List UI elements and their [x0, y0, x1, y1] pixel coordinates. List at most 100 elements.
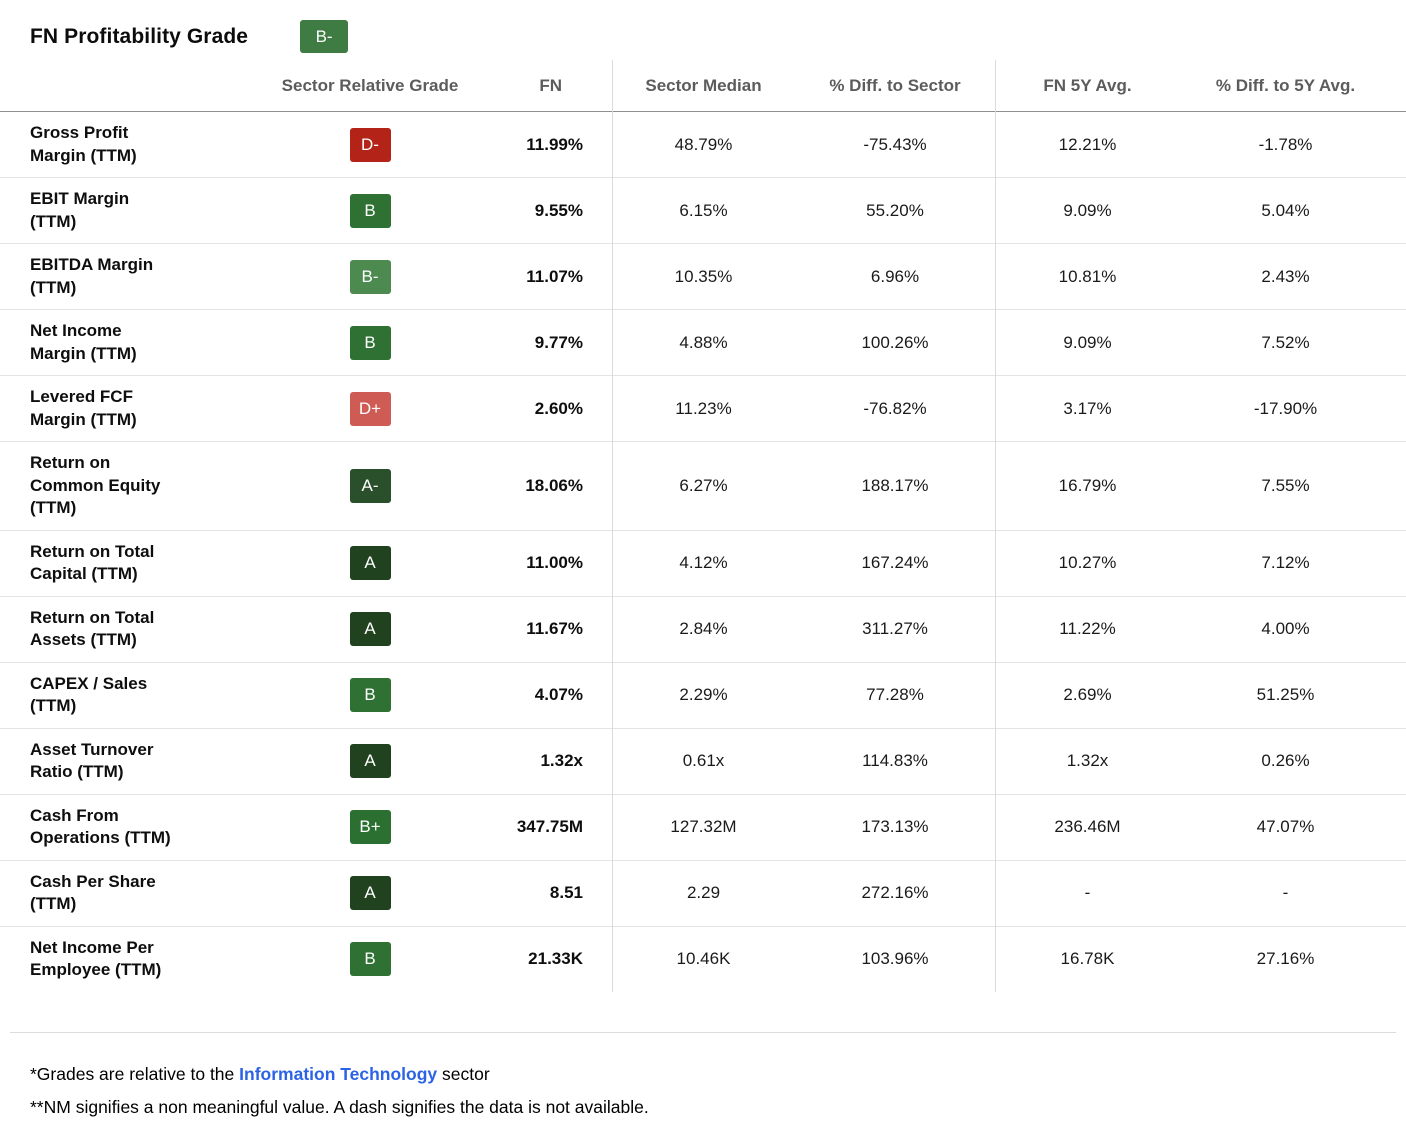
grade-badge: B: [349, 942, 391, 976]
table-row: Cash From Operations (TTM) B+ 347.75M 12…: [0, 795, 1406, 861]
table-header-row: Sector Relative Grade FN Sector Median %…: [0, 60, 1406, 112]
fn-5y-avg-value: 1.32x: [1066, 751, 1109, 770]
diff-to-5y-avg-value: 2.43%: [1261, 266, 1310, 286]
sector-median-value: 4.12%: [679, 553, 728, 572]
metric-label: Return on Total Assets (TTM): [30, 607, 155, 650]
sector-link[interactable]: Information Technology: [239, 1063, 438, 1084]
metric-label: Cash Per Share (TTM): [30, 871, 156, 914]
column-header-diff-to-5y-avg: % Diff. to 5Y Avg.: [1215, 75, 1356, 95]
diff-to-5y-avg-value: 0.26%: [1261, 751, 1310, 770]
column-header-fn: FN: [539, 75, 562, 95]
grade-badge: A: [349, 876, 391, 910]
fn-value: 11.67%: [526, 619, 583, 638]
fn-value: 4.07%: [534, 685, 583, 704]
sector-median-value: 2.29: [686, 883, 721, 902]
grade-badge: B-: [349, 259, 391, 294]
fn-5y-avg-value: -: [1084, 883, 1091, 902]
grade-badge: B+: [349, 810, 391, 844]
table-row: CAPEX / Sales (TTM) B 4.07% 2.29% 77.28%…: [0, 663, 1406, 729]
fn-value: 21.33K: [528, 949, 583, 968]
table-body: Gross Profit Margin (TTM) D- 11.99% 48.7…: [0, 112, 1406, 992]
grade-badge: B: [349, 678, 391, 712]
table-row: Return on Common Equity (TTM) A- 18.06% …: [0, 442, 1406, 531]
table-row: Return on Total Assets (TTM) A 11.67% 2.…: [0, 597, 1406, 663]
sector-median-value: 10.35%: [674, 266, 733, 286]
sector-median-value: 127.32M: [670, 817, 737, 836]
page-title: FN Profitability Grade: [30, 24, 249, 48]
sector-median-value: 2.29%: [679, 685, 728, 704]
profitability-table: Sector Relative Grade FN Sector Median %…: [0, 60, 1406, 992]
footnotes: *Grades are relative to the Information …: [0, 1033, 1406, 1124]
diff-to-sector-value: 167.24%: [861, 553, 929, 572]
diff-to-5y-avg-value: 47.07%: [1256, 817, 1315, 836]
grade-badge: A: [349, 612, 391, 646]
footnote-grades-prefix: *Grades are relative to the: [30, 1063, 240, 1084]
metric-label: Asset Turnover Ratio (TTM): [30, 739, 154, 782]
diff-to-sector-value: 55.20%: [866, 200, 924, 220]
diff-to-sector-value: 6.96%: [870, 266, 920, 286]
fn-5y-avg-value: 11.22%: [1059, 619, 1116, 638]
fn-5y-avg-value: 16.79%: [1058, 475, 1117, 495]
fn-5y-avg-value: 236.46M: [1054, 817, 1121, 836]
fn-5y-avg-value: 10.81%: [1058, 266, 1117, 286]
diff-to-sector-value: 77.28%: [866, 685, 924, 704]
diff-to-sector-value: 272.16%: [861, 883, 929, 902]
grade-badge: B: [349, 325, 391, 360]
table-row: Net Income Per Employee (TTM) B 21.33K 1…: [0, 927, 1406, 992]
fn-value: 2.60%: [534, 398, 583, 418]
diff-to-5y-avg-value: 7.52%: [1261, 332, 1310, 352]
column-header-fn-5y-avg: FN 5Y Avg.: [1043, 75, 1132, 95]
diff-to-sector-value: -76.82%: [863, 398, 927, 418]
metric-label: EBIT Margin (TTM): [30, 189, 130, 231]
fn-5y-avg-value: 10.27%: [1058, 553, 1117, 572]
fn-value: 8.51: [549, 883, 583, 902]
sector-median-value: 6.15%: [679, 200, 728, 220]
footnote-grades-suffix: sector: [437, 1063, 490, 1084]
grade-badge: D+: [349, 391, 391, 426]
fn-value: 1.32x: [540, 751, 583, 770]
diff-to-5y-avg-value: -17.90%: [1253, 398, 1318, 418]
metric-label: Return on Total Capital (TTM): [30, 541, 155, 584]
diff-to-sector-value: 114.83%: [862, 751, 928, 770]
column-divider: [612, 60, 613, 992]
grade-badge: A-: [349, 468, 391, 503]
diff-to-sector-value: 173.13%: [861, 817, 929, 836]
diff-to-sector-value: -75.43%: [863, 134, 927, 154]
fn-value: 11.00%: [526, 553, 583, 572]
metric-label: Levered FCF Margin (TTM): [30, 387, 137, 429]
grade-badge: A: [349, 546, 391, 580]
fn-value: 18.06%: [525, 475, 583, 495]
metric-label: CAPEX / Sales (TTM): [30, 673, 148, 716]
table-row: Gross Profit Margin (TTM) D- 11.99% 48.7…: [0, 112, 1406, 178]
sector-median-value: 10.46K: [676, 949, 731, 968]
column-divider: [995, 60, 996, 992]
table-row: Cash Per Share (TTM) A 8.51 2.29 272.16%…: [0, 861, 1406, 927]
diff-to-5y-avg-value: 5.04%: [1261, 200, 1310, 220]
fn-5y-avg-value: 9.09%: [1063, 332, 1112, 352]
diff-to-5y-avg-value: -: [1282, 883, 1289, 902]
table-row: EBITDA Margin (TTM) B- 11.07% 10.35% 6.9…: [0, 244, 1406, 310]
diff-to-5y-avg-value: 7.12%: [1261, 553, 1310, 572]
table-row: Return on Total Capital (TTM) A 11.00% 4…: [0, 531, 1406, 597]
fn-5y-avg-value: 3.17%: [1063, 398, 1112, 418]
panel-header: FN Profitability Grade B-: [0, 0, 1406, 60]
metric-label: EBITDA Margin (TTM): [30, 255, 154, 297]
metric-label: Net Income Margin (TTM): [30, 321, 137, 363]
grade-badge: B: [349, 193, 391, 228]
column-header-sector-relative-grade: Sector Relative Grade: [281, 75, 459, 95]
fn-value: 347.75M: [516, 817, 583, 836]
diff-to-sector-value: 311.27%: [862, 619, 928, 638]
overall-grade-badge: B-: [300, 20, 349, 53]
sector-median-value: 2.84%: [679, 619, 728, 638]
footnote-grades: *Grades are relative to the Information …: [30, 1058, 1406, 1091]
table-row: Levered FCF Margin (TTM) D+ 2.60% 11.23%…: [0, 376, 1406, 442]
metric-label: Cash From Operations (TTM): [30, 805, 171, 848]
diff-to-sector-value: 188.17%: [861, 475, 929, 495]
fn-5y-avg-value: 9.09%: [1063, 200, 1112, 220]
grade-badge: A: [349, 744, 391, 778]
table-row: Asset Turnover Ratio (TTM) A 1.32x 0.61x…: [0, 729, 1406, 795]
diff-to-sector-value: 103.96%: [861, 949, 929, 968]
metric-label: Net Income Per Employee (TTM): [30, 937, 162, 980]
column-header-sector-median: Sector Median: [645, 75, 762, 95]
metric-label: Gross Profit Margin (TTM): [30, 123, 137, 165]
